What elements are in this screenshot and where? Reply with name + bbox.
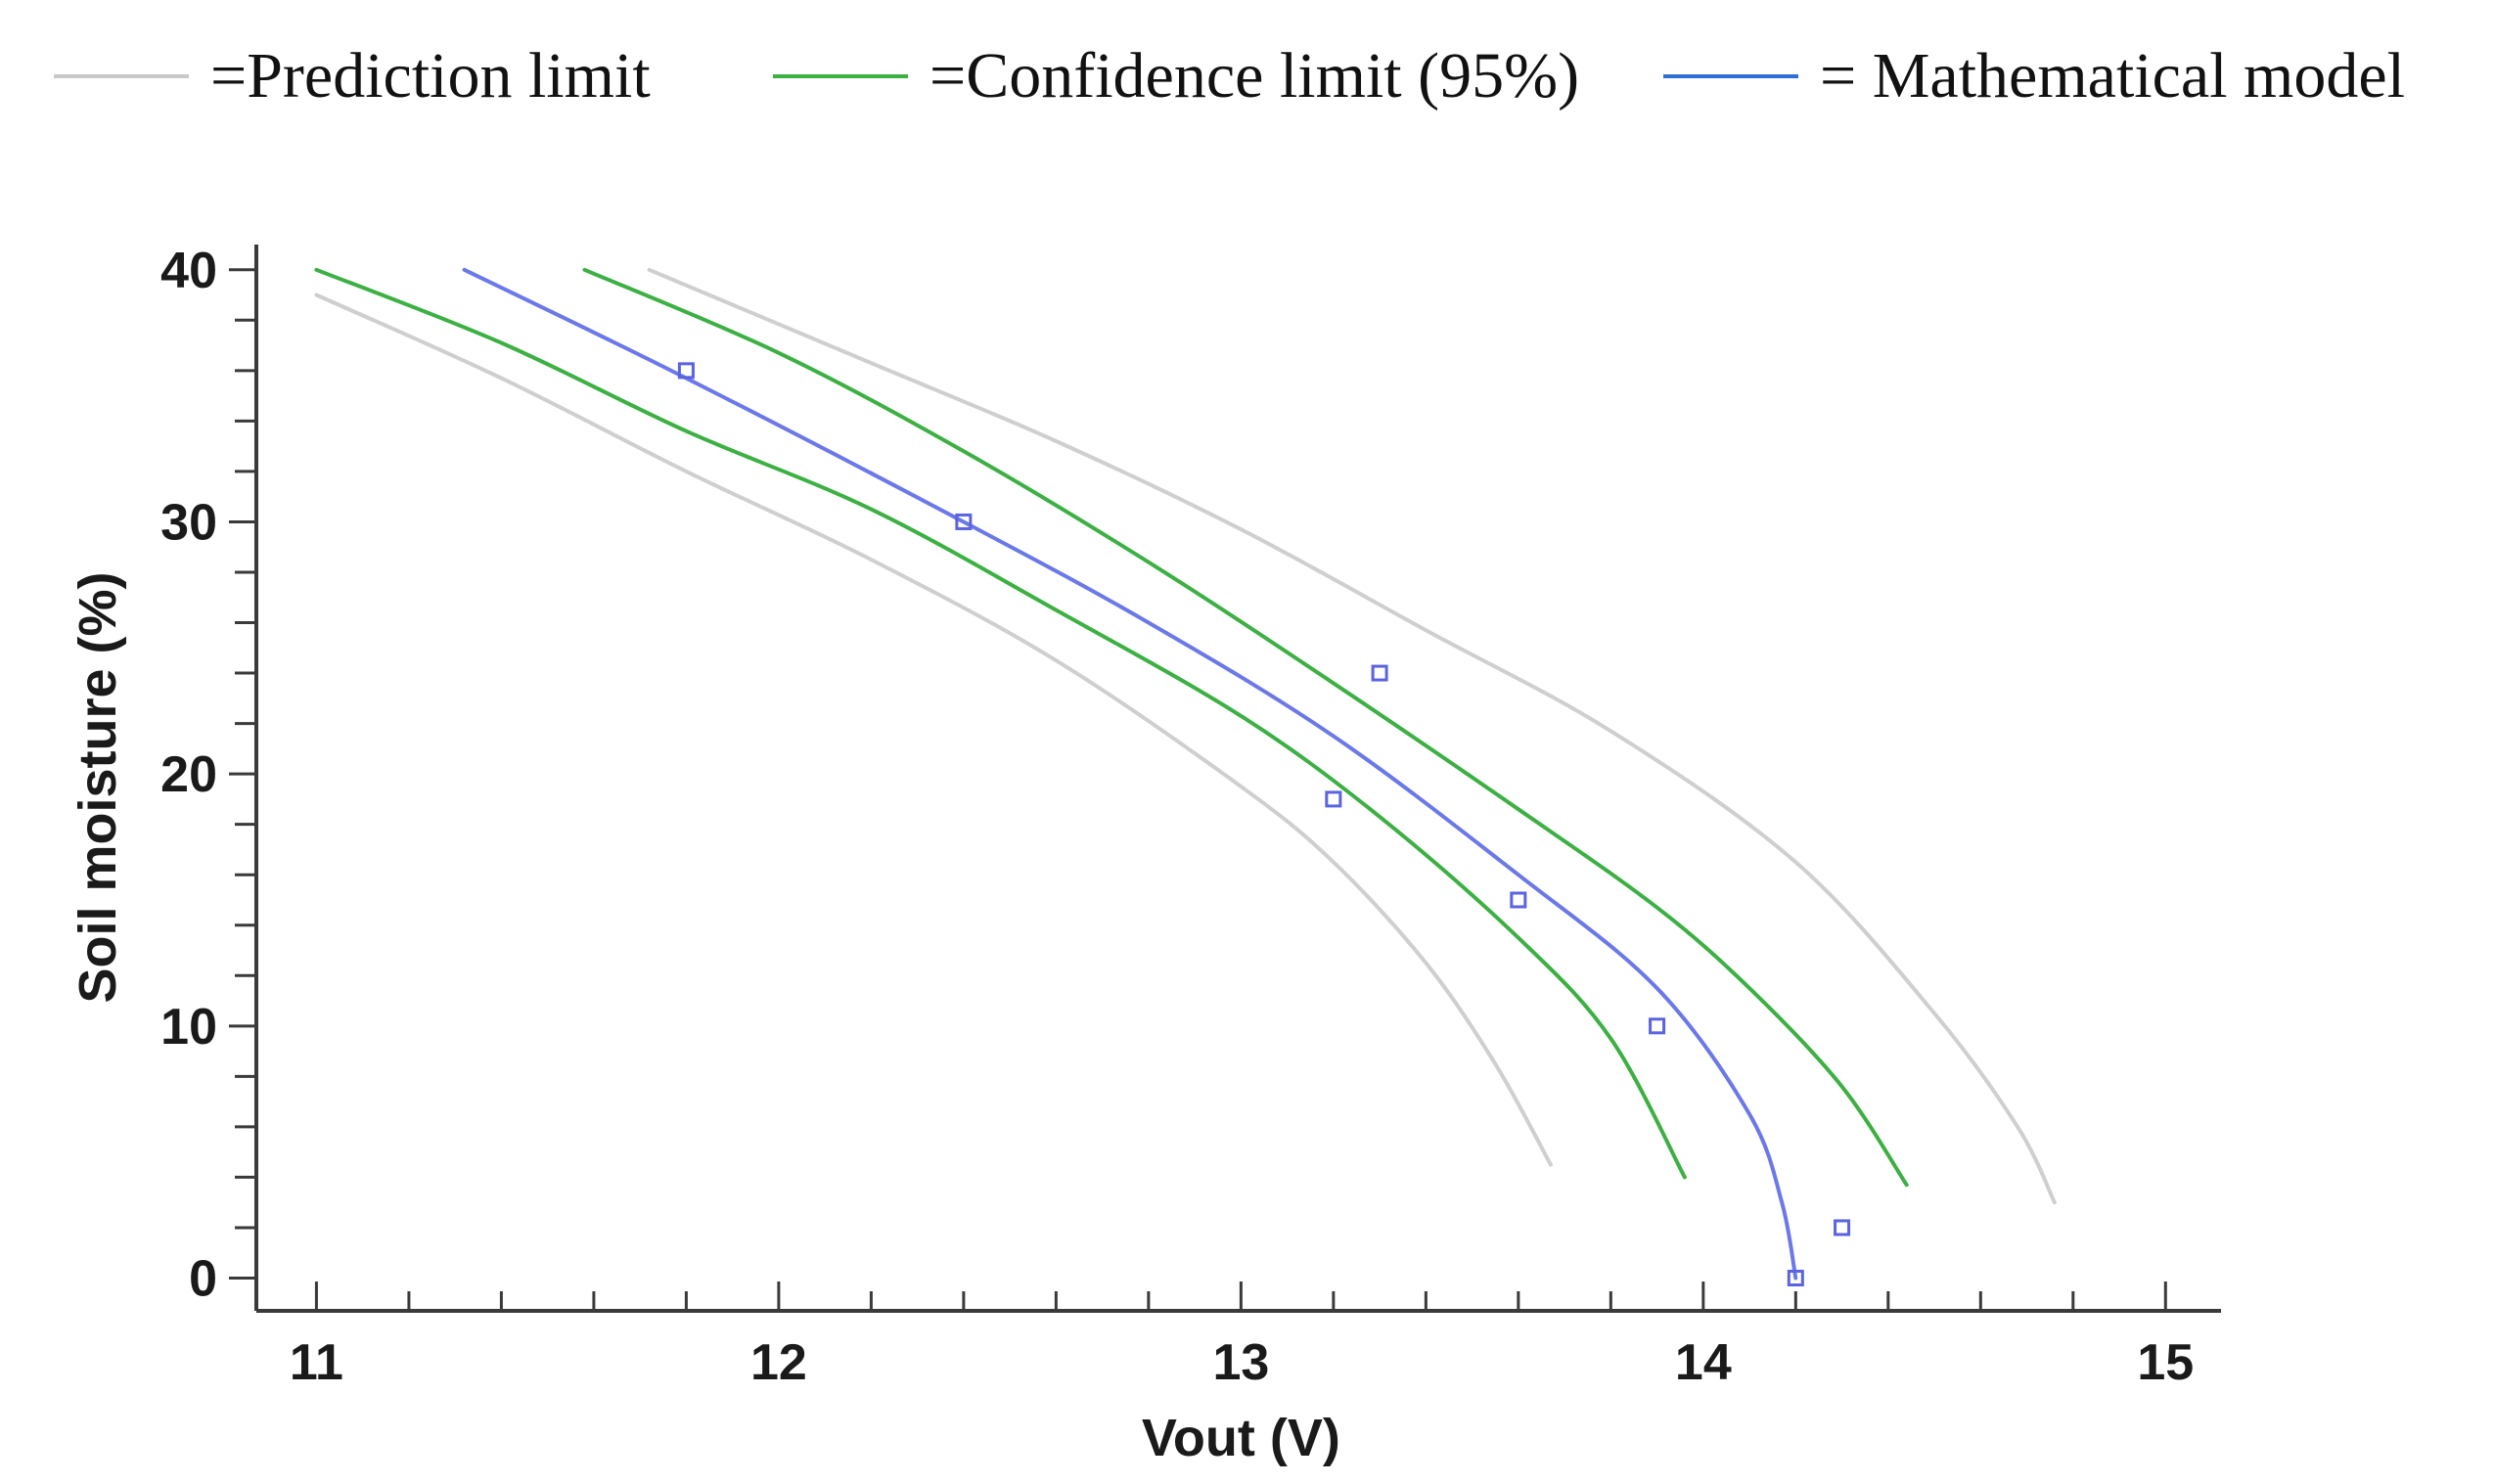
axes — [229, 245, 2221, 1313]
observation-point — [955, 513, 973, 530]
x-tick-label: 11 — [290, 1334, 343, 1391]
legend-swatch-mathematical-model — [1663, 74, 1798, 78]
legend-label-mathematical-model: = Mathematical model — [1820, 40, 2406, 112]
series-line-confidence-limit-upper — [582, 267, 1909, 1188]
series-line-prediction-limit-lower — [314, 292, 1553, 1167]
y-tick-label: 20 — [160, 746, 217, 803]
observation-point — [1834, 1219, 1851, 1237]
x-axis-title: Vout (V) — [1142, 1409, 1340, 1467]
x-tick-label: 13 — [1212, 1334, 1269, 1391]
series-line-mathematical-model — [462, 267, 1798, 1281]
x-tick-label: 15 — [2137, 1334, 2194, 1391]
legend: =Prediction limit =Confidence limit (95%… — [0, 0, 2493, 157]
legend-swatch-confidence-limit — [773, 74, 908, 78]
observation-point — [1371, 664, 1388, 682]
observation-point — [1510, 891, 1527, 909]
series-lines — [314, 267, 2057, 1281]
series-line-confidence-limit-lower — [314, 267, 1687, 1180]
axis-labels: 0 10 20 30 40 11 12 13 14 15 Vout (V) Soil moisture… — [68, 243, 2194, 1467]
y-tick-label: 10 — [160, 999, 217, 1056]
observation-point — [1787, 1270, 1804, 1287]
y-axis-title: Soil moisture (%) — [68, 571, 127, 1003]
legend-swatch-prediction-limit — [54, 74, 189, 78]
series-line-prediction-limit-upper — [647, 267, 2057, 1205]
y-tick-label: 0 — [189, 1251, 217, 1308]
y-tick-label: 40 — [160, 243, 217, 299]
observation-point — [677, 362, 695, 380]
x-tick-label: 12 — [750, 1334, 807, 1391]
observation-points — [677, 362, 1851, 1287]
observation-point — [1325, 790, 1342, 808]
legend-item-confidence-limit: =Confidence limit (95%) — [773, 37, 1579, 115]
observation-point — [1649, 1017, 1666, 1035]
legend-item-prediction-limit: =Prediction limit — [54, 37, 651, 115]
legend-label-prediction-limit: =Prediction limit — [210, 40, 651, 112]
legend-label-confidence-limit: =Confidence limit (95%) — [929, 40, 1580, 112]
legend-item-mathematical-model: = Mathematical model — [1663, 37, 2405, 115]
x-tick-label: 14 — [1675, 1334, 1732, 1391]
y-tick-label: 30 — [160, 494, 217, 551]
